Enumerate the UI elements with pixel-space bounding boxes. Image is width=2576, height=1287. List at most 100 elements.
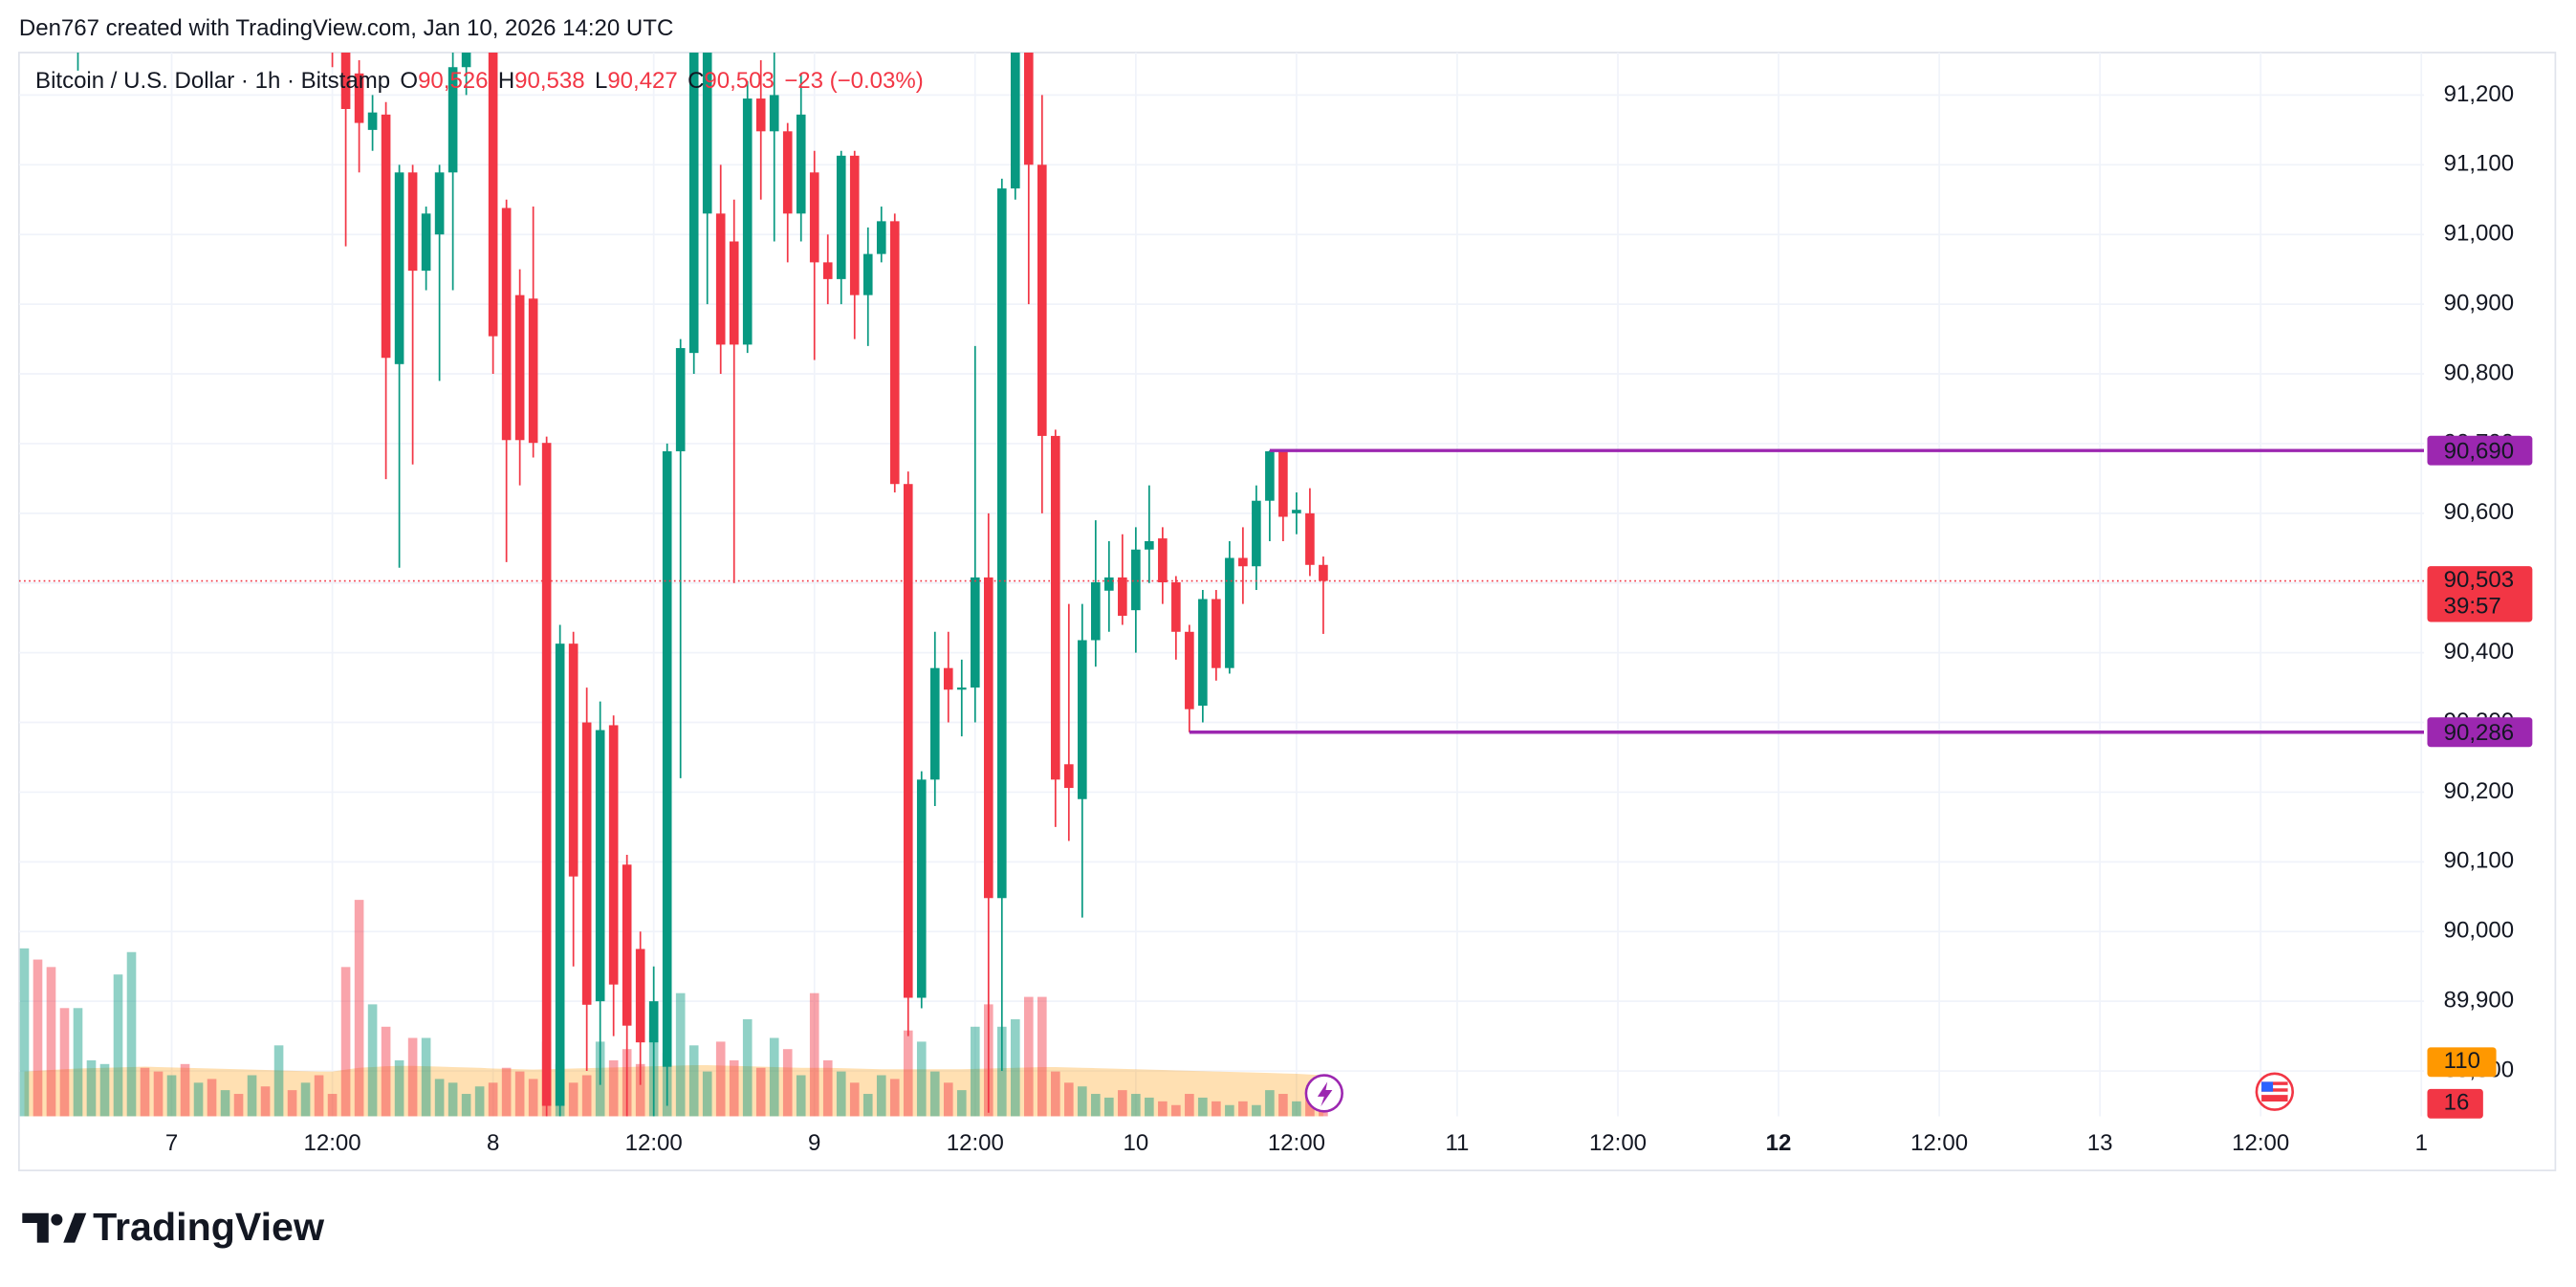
volume-bar [836,1071,846,1117]
candle-body [354,73,364,123]
volume-bar [849,1082,860,1117]
plot [18,52,2425,1117]
candle-body [367,112,378,130]
candle-body [729,241,739,345]
candle-body [889,221,900,485]
volume-bar [1010,1018,1020,1117]
volume-tag [2427,1088,2483,1119]
legend-change: −23 (−0.03%) [784,68,924,94]
legend-value: 90,526 [418,68,488,94]
legend-value: 90,427 [607,68,677,94]
volume-bar [755,1067,766,1117]
volume-bar [996,1026,1007,1117]
volume-bar [1265,1090,1275,1117]
candle-body [568,644,579,877]
candle-body [970,577,980,688]
candle-body [862,253,873,295]
volume-bar [1278,1094,1288,1117]
volume-bar [809,993,819,1117]
price-line-tag [2427,717,2533,748]
volume-bar [943,1082,953,1117]
volume-bar [474,1086,485,1117]
candle-body [916,779,927,998]
volume-bar [1064,1082,1074,1117]
volume-bar [1145,1097,1154,1117]
x-tick-label: 12:00 [1268,1130,1325,1156]
candle-body [635,949,645,1043]
candle-body [555,644,565,1106]
candle-body [675,348,686,451]
volume-bar [220,1090,230,1117]
volume-bar [166,1075,177,1117]
volume-bar [1118,1090,1127,1117]
volume-bar [916,1041,927,1117]
x-tick-label: 12:00 [1589,1130,1647,1156]
volume-bar [126,951,137,1117]
volume-bar [1037,996,1047,1117]
candle-body [1010,52,1020,189]
volume-bar [1212,1101,1221,1117]
volume-bar [407,1037,418,1117]
candle-body [448,67,458,173]
volume-bar [729,1059,739,1117]
volume-bar [889,1079,900,1117]
volume-bar [273,1045,284,1117]
volume-bar [702,1071,712,1117]
volume-bar [381,1026,391,1117]
volume-bar [99,1063,110,1117]
y-tick-label: 90,600 [2444,499,2514,525]
candle-body [648,1001,659,1043]
brand-logo [22,1212,87,1243]
candle-body [407,172,418,272]
volume-bar [769,1037,779,1117]
candle-body [1305,513,1315,565]
volume-bar [688,1045,699,1117]
volume-bar [33,959,43,1117]
y-tick-label: 91,100 [2444,151,2514,177]
legend: Bitcoin / U.S. Dollar · 1h · Bitstamp O90… [35,68,924,94]
volume-bar [782,1049,793,1117]
candle-body [581,722,592,1005]
candle-body [809,172,819,263]
volume-bar [1252,1104,1261,1117]
volume-bar [635,1063,645,1117]
x-tick-label: 12:00 [304,1130,361,1156]
volume-bar [327,1094,338,1117]
volume-bar [742,1018,753,1117]
x-tick-label: 13 [2087,1130,2113,1156]
volume-bar [448,1082,458,1117]
candle-body [796,114,806,214]
volume-bar [113,974,123,1117]
volume-bar [367,1004,378,1117]
candle-body [1091,582,1101,641]
legend-title: Bitcoin / U.S. Dollar · 1h · Bitstamp [35,68,390,94]
volume-ma-area [24,1064,1323,1117]
candle-body [622,864,632,1026]
grid [18,52,2425,1117]
volume-bar [354,900,364,1117]
last-price-label: 90,503 [2444,567,2514,593]
volume-bar [528,1079,538,1117]
y-tick-label: 89,900 [2444,988,2514,1014]
volume-bar [514,1071,525,1117]
volume-bar [903,1030,913,1117]
legend-value: 90,503 [704,68,774,94]
candle-body [662,450,672,1067]
candle-body [1078,640,1087,799]
x-tick-label: 12:00 [2232,1130,2289,1156]
legend-key: L [595,68,607,94]
candle-body [1292,510,1301,513]
candle-body [541,443,552,1106]
header: Den767 created with TradingView.com, Jan… [19,15,673,41]
candle-body [1118,577,1127,617]
candle-body [1037,164,1047,436]
y-tick-label: 90,400 [2444,639,2514,665]
candle-body [1131,549,1141,611]
candle-body [1145,540,1154,550]
candle-body [1265,450,1275,501]
candle-body [715,213,726,345]
candle-body [956,687,967,690]
chart-frame [18,52,2557,1171]
candle-body [421,213,431,272]
